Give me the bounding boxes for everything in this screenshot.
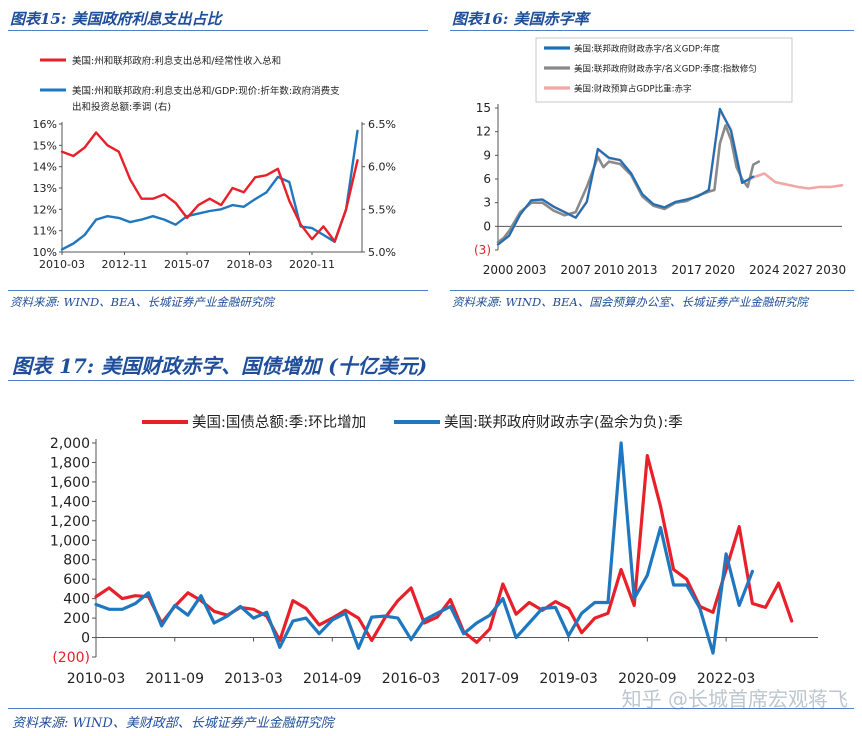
fig16-x-tick-label: 2030 bbox=[816, 263, 847, 277]
fig15-left-tick-label: 13% bbox=[33, 182, 57, 195]
fig15-right-tick-label: 5.0% bbox=[368, 246, 396, 259]
fig17-y-tick-label: 800 bbox=[63, 553, 90, 569]
fig17-y-tick-label: 1,200 bbox=[50, 514, 90, 530]
fig17-y-tick-label: (200) bbox=[52, 650, 90, 666]
fig17-legend-label-debt-increase: 美国:国债总额:季:环比增加 bbox=[192, 414, 366, 431]
fig17-x-tick-label: 2017-09 bbox=[461, 671, 520, 687]
fig15-source-rule bbox=[8, 290, 428, 291]
fig17-title: 图表 17: 美国财政赤字、国债增加 (十亿美元) bbox=[12, 354, 428, 378]
fig16-legend-label: 美国:联邦政府财政赤字/名义GDP:年度 bbox=[574, 44, 720, 55]
fig17-y-tick-label: 1,800 bbox=[50, 455, 90, 471]
fig15-left-tick-label: 11% bbox=[33, 225, 57, 238]
fig16-source: 资料来源: WIND、BEA、国会预算办公室、长城证券产业金融研究院 bbox=[452, 295, 808, 309]
fig16-legend-label: 美国:财政预算占GDP比重:赤字 bbox=[574, 84, 692, 95]
fig16-x-tick-label: 2000 bbox=[483, 263, 514, 277]
fig15-title-rule bbox=[8, 30, 428, 31]
fig16-y-tick-label: 3 bbox=[483, 196, 491, 210]
fig16-x-tick-label: 2020 bbox=[705, 263, 736, 277]
fig17-y-tick-label: 200 bbox=[63, 611, 90, 627]
fig15-right-tick-label: 6.5% bbox=[368, 118, 396, 131]
fig15-legend-label-interest-revenue: 美国:州和联邦政府:利息支出总和/经常性收入总和 bbox=[72, 55, 281, 67]
watermark: 知乎 @长城首席宏观蒋飞 bbox=[621, 687, 848, 711]
fig15-left-tick-label: 15% bbox=[33, 139, 57, 152]
fig16-x-tick-label: 2027 bbox=[782, 263, 813, 277]
fig15-title: 图表15: 美国政府利息支出占比 bbox=[10, 10, 222, 28]
fig15-left-tick-label: 16% bbox=[33, 118, 57, 131]
fig17-series-debt-increase-line bbox=[94, 453, 794, 644]
fig17-x-tick-label: 2014-09 bbox=[303, 671, 362, 687]
fig17-y-tick-label: 0 bbox=[81, 631, 90, 647]
fig17-y-tick-label: 400 bbox=[63, 592, 90, 608]
fig16-series-annual-deficit-line bbox=[496, 107, 755, 246]
fig17-series-deficit-line bbox=[94, 441, 755, 655]
fig16-y-tick-label: 6 bbox=[483, 172, 491, 186]
fig17-y-tick-label: 1,400 bbox=[50, 494, 90, 510]
fig16-y-tick-label: 12 bbox=[476, 125, 491, 139]
fig17-x-tick-label: 2019-03 bbox=[539, 671, 598, 687]
fig15-x-tick-label: 2010-03 bbox=[39, 258, 85, 271]
fig16-y-tick-label: (3) bbox=[474, 243, 491, 257]
fig15-legend-label-interest-gdp: 美国:州和联邦政府:利息支出总和/GDP:现价:折年数:政府消费支出和投资总额:… bbox=[72, 85, 340, 113]
fig16-title-rule bbox=[450, 30, 854, 31]
fig15-series-interest-gdp-line bbox=[60, 129, 359, 251]
fig16-x-tick-label: 2007 bbox=[560, 263, 591, 277]
fig17-y-tick-label: 600 bbox=[63, 572, 90, 588]
fig15-left-tick-label: 10% bbox=[33, 246, 57, 259]
fig16-legend-box bbox=[535, 37, 793, 103]
fig15-series-interest-revenue-line bbox=[60, 131, 359, 243]
fig17-chart: 美国:国债总额:季:环比增加 美国:联邦政府财政赤字(盈余为负):季 2,000 1,… bbox=[50, 413, 818, 687]
fig17-source-rule bbox=[8, 708, 854, 709]
fig16-series-budget-deficit-line bbox=[496, 109, 844, 246]
fig16-x-tick-label: 2003 bbox=[516, 263, 547, 277]
fig17-y-tick-label: 1,600 bbox=[50, 475, 90, 491]
fig16-legend-label: 美国:联邦政府财政赤字/名义GDP:季度:指数修匀 bbox=[574, 64, 757, 75]
fig16-x-tick-label: 2017 bbox=[671, 263, 702, 277]
fig17-x-tick-label: 2020-09 bbox=[618, 671, 677, 687]
fig16-series-quarterly-deficit-line bbox=[496, 124, 761, 244]
fig15-right-tick-label: 6.0% bbox=[368, 161, 396, 174]
fig15-x-tick-label: 2012-11 bbox=[102, 258, 148, 271]
fig17-x-tick-label: 2011-09 bbox=[146, 671, 205, 687]
fig17-source: 资料来源: WIND、美财政部、长城证券产业金融研究院 bbox=[12, 716, 334, 731]
fig17-y-tick-label: 2,000 bbox=[50, 436, 90, 452]
fig17-legend-label-deficit: 美国:联邦政府财政赤字(盈余为负):季 bbox=[444, 413, 683, 431]
fig15-left-tick-label: 14% bbox=[33, 161, 57, 174]
fig17-title-rule bbox=[8, 380, 854, 381]
fig15-source: 资料来源: WIND、BEA、长城证券产业金融研究院 bbox=[10, 295, 274, 309]
fig15-right-tick-label: 5.5% bbox=[368, 203, 396, 216]
fig16-chart: 美国:联邦政府财政赤字/名义GDP:年度美国:联邦政府财政赤字/名义GDP:季度… bbox=[474, 37, 847, 277]
fig16-x-tick-label: 2013 bbox=[627, 263, 658, 277]
fig17-x-tick-label: 2013-03 bbox=[224, 671, 283, 687]
fig15-x-tick-label: 2018-03 bbox=[227, 258, 273, 271]
fig16-y-tick-label: 15 bbox=[476, 101, 491, 115]
fig17-x-tick-label: 2010-03 bbox=[67, 671, 126, 687]
fig16-x-tick-label: 2024 bbox=[749, 263, 780, 277]
fig16-y-tick-label: 9 bbox=[483, 148, 491, 162]
fig15-x-tick-label: 2015-07 bbox=[164, 258, 210, 271]
fig15-left-tick-label: 12% bbox=[33, 203, 57, 216]
fig15-x-tick-label: 2020-11 bbox=[289, 258, 335, 271]
fig17-y-tick-label: 1,000 bbox=[50, 533, 90, 549]
fig16-title: 图表16: 美国赤字率 bbox=[452, 10, 589, 28]
fig17-x-tick-label: 2016-03 bbox=[382, 671, 441, 687]
fig16-x-tick-label: 2010 bbox=[594, 263, 625, 277]
fig16-y-tick-label: 0 bbox=[483, 219, 491, 233]
fig17-x-tick-label: 2022-03 bbox=[697, 671, 756, 687]
fig16-source-rule bbox=[450, 290, 854, 291]
fig15-chart: 美国:州和联邦政府:利息支出总和/经常性收入总和美国:州和联邦政府:利息支出总和… bbox=[33, 55, 396, 271]
